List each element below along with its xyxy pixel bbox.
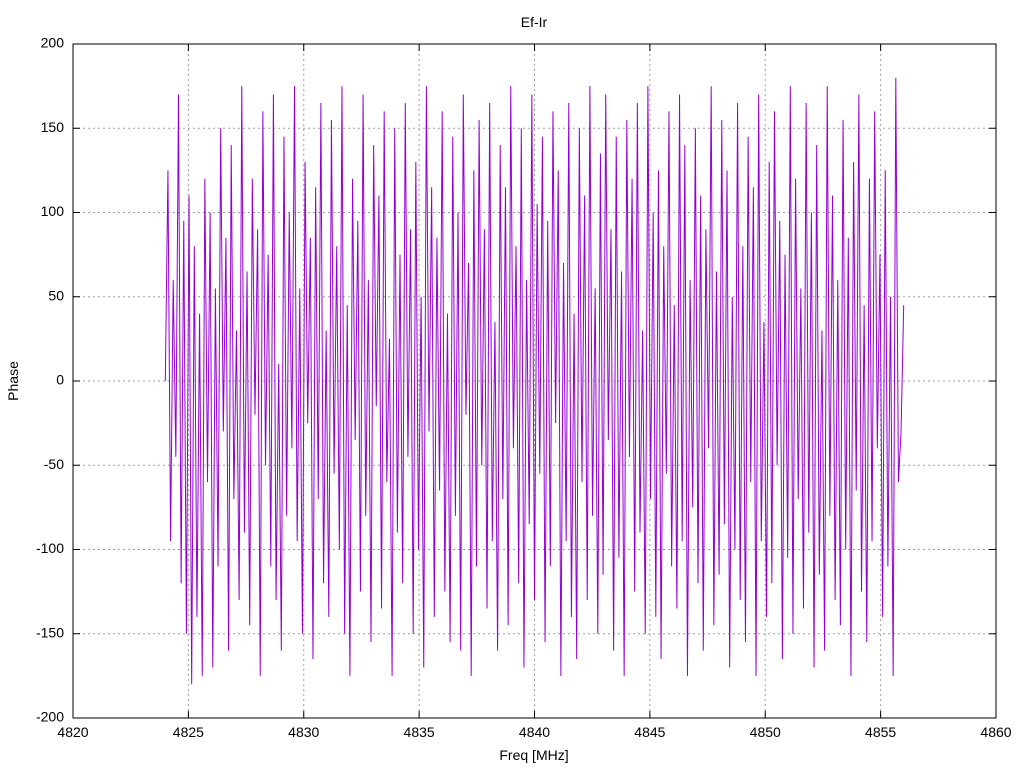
y-tick-label: 0: [56, 372, 64, 388]
y-tick-label: 150: [41, 119, 65, 135]
chart-title: Ef-Ir: [521, 14, 548, 30]
x-tick-label: 4825: [173, 724, 204, 740]
x-tick-label: 4820: [57, 724, 88, 740]
y-tick-label: -200: [36, 709, 64, 725]
x-axis-label: Freq [MHz]: [499, 747, 568, 763]
x-tick-label: 4860: [980, 724, 1011, 740]
y-axis-label: Phase: [5, 361, 21, 401]
x-tick-label: 4835: [404, 724, 435, 740]
y-tick-label: -100: [36, 540, 64, 556]
y-tick-label: 50: [48, 287, 64, 303]
series-layer: [164, 77, 905, 685]
y-tick-label: 200: [41, 35, 65, 51]
y-tick-label: 100: [41, 203, 65, 219]
y-tick-label: -50: [44, 456, 64, 472]
x-tick-label: 4850: [750, 724, 781, 740]
ticks-layer: -200 -150 -100 -50 0 50 100 150 200 4820 4825 4830 4…: [36, 35, 1012, 740]
x-tick-label: 4855: [865, 724, 896, 740]
phase-series-line: [164, 77, 905, 685]
x-tick-label: 4845: [634, 724, 665, 740]
x-tick-label: 4840: [519, 724, 550, 740]
y-tick-label: -150: [36, 624, 64, 640]
x-tick-label: 4830: [288, 724, 319, 740]
